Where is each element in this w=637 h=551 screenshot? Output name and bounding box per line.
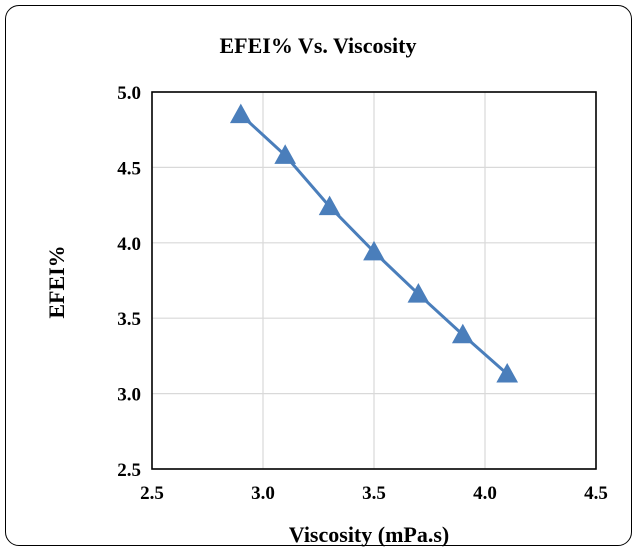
y-tick-label: 3.0 (117, 385, 141, 406)
y-tick-labels: 2.5 3.0 3.5 4.0 4.5 5.0 (117, 83, 141, 481)
data-point-marker (231, 105, 251, 123)
y-axis-title: EFEI% (44, 245, 69, 318)
y-tick-label: 5.0 (117, 83, 141, 104)
x-tick-label: 3.0 (251, 483, 275, 504)
x-tick-labels: 2.5 3.0 3.5 4.0 4.5 (140, 483, 608, 504)
grid-lines (152, 92, 596, 469)
y-tick-label: 4.0 (117, 234, 141, 255)
x-tick-label: 2.5 (140, 483, 164, 504)
y-tick-label: 4.5 (117, 158, 141, 179)
x-tick-label: 4.5 (584, 483, 608, 504)
x-axis-title: Viscosity (mPa.s) (289, 522, 450, 547)
chart-title: EFEI% Vs. Viscosity (219, 33, 416, 58)
x-tick-label: 3.5 (362, 483, 386, 504)
y-tick-label: 2.5 (117, 460, 141, 481)
y-tick-label: 3.5 (117, 309, 141, 330)
x-tick-label: 4.0 (473, 483, 497, 504)
